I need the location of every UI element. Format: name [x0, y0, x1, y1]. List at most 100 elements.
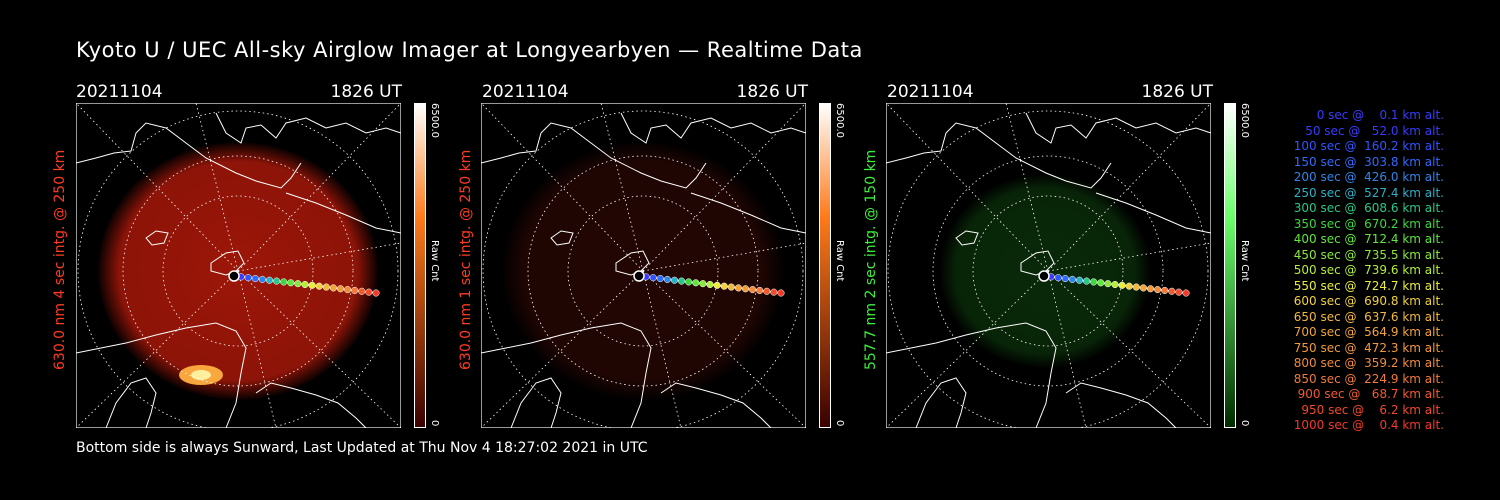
trajectory-point	[685, 278, 693, 286]
allsky-image	[481, 103, 806, 428]
coastline	[481, 122, 707, 189]
longitude-line	[1047, 242, 1211, 272]
legend-row: 500 sec @ 739.6 km alt.	[1293, 263, 1444, 277]
colorbar	[819, 103, 831, 428]
coastline	[660, 382, 772, 428]
latitude-circle	[162, 195, 314, 347]
coastline	[1020, 250, 1055, 276]
coastline	[510, 377, 562, 428]
colorbar-min: 0	[429, 420, 440, 427]
coastline	[481, 322, 652, 428]
coastline	[255, 382, 367, 428]
legend-row: 900 sec @ 68.7 km alt.	[1297, 387, 1444, 401]
trajectory-point	[1068, 275, 1076, 283]
trajectory-point	[1083, 277, 1091, 285]
trajectory-point	[727, 283, 735, 291]
trajectory-point	[258, 275, 266, 283]
trajectory-point	[699, 280, 707, 288]
trajectory-point	[251, 275, 259, 283]
colorbar-max: 6500.0	[1239, 103, 1250, 138]
trajectory-point	[670, 276, 679, 284]
longitude-line	[237, 270, 401, 428]
trajectory-point	[265, 276, 274, 284]
trajectory-point	[344, 286, 352, 294]
trajectory-point	[287, 279, 295, 287]
trajectory-point	[1132, 283, 1140, 291]
latitude-circle	[77, 110, 399, 428]
trajectory-point	[329, 284, 337, 292]
coastline	[690, 192, 806, 234]
trajectory-point	[315, 282, 323, 290]
trajectory-point	[1146, 285, 1155, 293]
trajectory-point	[1061, 275, 1069, 283]
trajectory-point	[1090, 278, 1098, 286]
latitude-circle	[567, 195, 719, 347]
allsky-image	[886, 103, 1211, 428]
trajectory-point	[351, 286, 359, 294]
trajectory-point	[1182, 289, 1190, 297]
trajectory-point	[1054, 274, 1062, 282]
station-marker	[1038, 270, 1050, 282]
legend-row: 1000 sec @ 0.4 km alt.	[1293, 418, 1444, 432]
colorbar	[414, 103, 426, 428]
trajectory-point	[1118, 281, 1126, 289]
trajectory-point	[372, 289, 380, 297]
trajectory-point	[322, 283, 330, 291]
legend-row: 950 sec @ 6.2 km alt.	[1301, 402, 1444, 417]
colorbar-unit: Raw Cnt	[1239, 240, 1250, 282]
coastline	[1095, 192, 1211, 234]
trajectory-point	[1125, 282, 1133, 290]
legend-row: 300 sec @ 608.6 km alt.	[1293, 201, 1444, 215]
trajectory-point	[1139, 284, 1147, 292]
panel-date: 20211104	[887, 82, 974, 102]
longitude-line	[237, 242, 401, 272]
legend-row: 0 sec @ 0.1 km alt.	[1316, 108, 1444, 122]
trajectory-point	[365, 288, 373, 296]
trajectory-point	[713, 281, 721, 289]
longitude-line	[481, 103, 644, 272]
trajectory-point	[706, 280, 714, 289]
longitude-line	[600, 103, 644, 272]
trajectory-point	[358, 287, 366, 295]
trajectory-point	[1104, 280, 1112, 288]
colorbar-min: 0	[1239, 420, 1250, 427]
trajectory-point	[301, 280, 309, 289]
colorbar	[1224, 103, 1236, 428]
station-marker	[228, 270, 240, 282]
coastline	[145, 230, 169, 246]
coastline	[886, 122, 1112, 189]
trajectory-point	[656, 275, 664, 283]
legend-row: 800 sec @ 359.2 km alt.	[1293, 356, 1444, 370]
trajectory-point	[244, 274, 252, 282]
coastline	[915, 377, 967, 428]
station-marker	[633, 270, 645, 282]
legend-row: 100 sec @ 160.2 km alt.	[1293, 139, 1444, 153]
trajectory-legend: 0 sec @ 0.1 km alt. 50 sec @ 52.0 km alt.…	[1262, 108, 1444, 434]
coastline	[1065, 382, 1177, 428]
trajectory-point	[741, 285, 750, 293]
trajectory-point	[734, 284, 742, 292]
latitude-circle	[887, 110, 1209, 428]
legend-row: 450 sec @ 735.5 km alt.	[1293, 247, 1444, 262]
panel-wavelength-label: 557.7 nm 2 sec intg. @ 150 km	[863, 149, 879, 370]
latitude-circle	[122, 155, 354, 387]
coastline	[285, 192, 401, 234]
legend-row: 850 sec @ 224.9 km alt.	[1293, 371, 1444, 386]
coastline	[76, 322, 247, 428]
longitude-line	[642, 270, 806, 428]
coastline	[615, 250, 650, 276]
panel-date: 20211104	[482, 82, 569, 102]
panel-time: 1826 UT	[736, 82, 809, 102]
longitude-line	[237, 103, 401, 272]
panel-time: 1826 UT	[1141, 82, 1214, 102]
legend-row: 700 sec @ 564.9 km alt.	[1293, 325, 1444, 339]
longitude-line	[642, 242, 806, 272]
trajectory-point	[336, 285, 345, 293]
trajectory-point	[308, 281, 316, 289]
trajectory-point	[763, 287, 771, 295]
coastline	[550, 230, 574, 246]
panel-wavelength-label: 630.0 nm 1 sec intg. @ 250 km	[458, 149, 474, 370]
latitude-circle	[482, 110, 804, 428]
coastline	[76, 122, 302, 189]
panel-time: 1826 UT	[330, 82, 403, 102]
